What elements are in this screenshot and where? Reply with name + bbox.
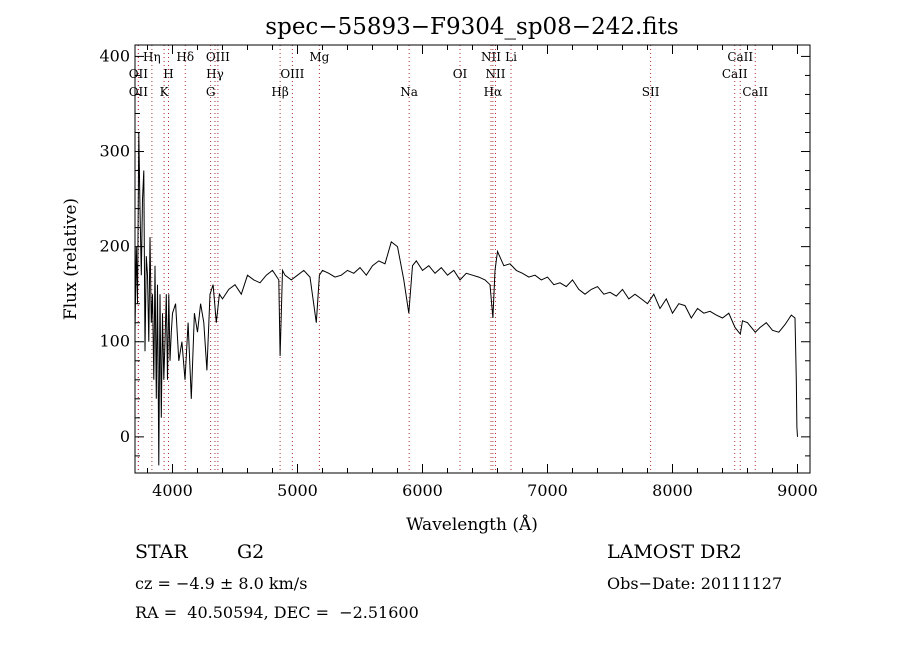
observation-date: Obs−Date: 20111127 bbox=[607, 574, 783, 593]
line-marker-label-18: SII bbox=[642, 85, 660, 99]
line-marker-label-2: Hη bbox=[143, 50, 161, 64]
y-tick-label-400: 400 bbox=[99, 46, 130, 65]
line-marker-label-10: OIII bbox=[280, 67, 304, 81]
line-marker-label-9: Hβ bbox=[271, 85, 288, 99]
object-class: STAR bbox=[135, 541, 188, 563]
line-marker-label-12: Na bbox=[400, 85, 418, 99]
redshift-cz: cz = −4.9 ± 8.0 km/s bbox=[135, 574, 308, 593]
line-marker-label-1: OII bbox=[129, 85, 149, 99]
line-marker-label-8: G bbox=[206, 85, 216, 99]
line-marker-label-15: NII bbox=[486, 67, 506, 81]
line-marker-label-5: Hδ bbox=[176, 50, 194, 64]
y-tick-label-300: 300 bbox=[99, 142, 130, 161]
x-tick-label-4000: 4000 bbox=[152, 481, 193, 500]
x-tick-label-7000: 7000 bbox=[527, 481, 568, 500]
y-axis-label: Flux (relative) bbox=[61, 198, 81, 320]
y-tick-label-0: 0 bbox=[120, 427, 130, 446]
y-tick-label-200: 200 bbox=[99, 237, 130, 256]
line-marker-label-20: CaII bbox=[722, 67, 748, 81]
line-marker-label-7: Hγ bbox=[206, 67, 224, 81]
spectrum-series bbox=[134, 132, 798, 466]
line-marker-label-3: H bbox=[163, 67, 173, 81]
line-marker-label-13: OI bbox=[453, 67, 468, 81]
coordinates: RA = 40.50594, DEC = −2.51600 bbox=[135, 603, 419, 622]
line-marker-label-11: Mg bbox=[309, 50, 329, 64]
x-axis-label: Wavelength (Å) bbox=[406, 514, 538, 535]
line-marker-label-17: Li bbox=[505, 50, 517, 64]
line-marker-label-19: CaII bbox=[727, 50, 753, 64]
y-tick-label-100: 100 bbox=[99, 332, 130, 351]
survey-label: LAMOST DR2 bbox=[607, 541, 742, 563]
line-marker-label-14: NII bbox=[481, 50, 501, 64]
spectrum-line bbox=[134, 132, 798, 466]
line-marker-label-21: CaII bbox=[742, 85, 768, 99]
x-tick-label-5000: 5000 bbox=[277, 481, 318, 500]
x-tick-label-8000: 8000 bbox=[652, 481, 693, 500]
axes: 4000 5000 6000 7000 8000 9000 0 100 200 300 400 bbox=[99, 45, 818, 500]
line-marker-label-6: OIII bbox=[206, 50, 230, 64]
x-tick-label-6000: 6000 bbox=[402, 481, 443, 500]
object-subclass: G2 bbox=[237, 541, 265, 563]
x-tick-label-9000: 9000 bbox=[777, 481, 818, 500]
line-marker-label-4: K bbox=[160, 85, 170, 99]
plot-frame bbox=[134, 44, 811, 474]
chart-title: spec−55893−F9304_sp08−242.fits bbox=[265, 14, 678, 40]
line-marker-label-16: Hα bbox=[484, 85, 503, 99]
